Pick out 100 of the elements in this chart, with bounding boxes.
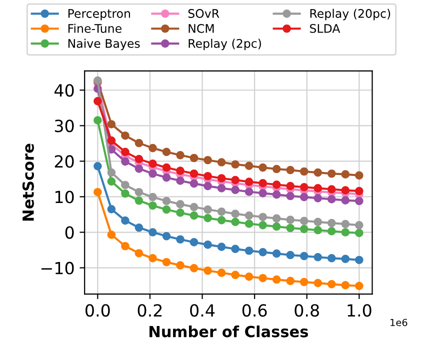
point bbox=[134, 196, 144, 205]
point bbox=[94, 96, 102, 106]
point bbox=[134, 164, 144, 173]
point bbox=[148, 169, 157, 178]
point bbox=[300, 224, 308, 234]
point bbox=[286, 216, 295, 224]
point bbox=[341, 170, 350, 179]
point bbox=[148, 160, 157, 168]
point bbox=[121, 148, 130, 156]
point bbox=[272, 180, 281, 189]
point bbox=[244, 162, 254, 170]
point bbox=[258, 189, 267, 198]
point bbox=[341, 220, 350, 228]
legend-label: Replay (20pc) bbox=[310, 8, 390, 20]
point bbox=[314, 218, 322, 226]
point bbox=[258, 212, 267, 222]
point bbox=[121, 131, 130, 140]
point bbox=[341, 228, 350, 236]
point bbox=[300, 278, 308, 286]
y-tick-label: −10 bbox=[41, 262, 74, 274]
point bbox=[107, 136, 116, 145]
legend-label: SOvR bbox=[188, 9, 220, 18]
legend-label: NCM bbox=[188, 24, 214, 33]
point bbox=[244, 220, 254, 228]
legend-label: Fine-Tune bbox=[68, 24, 122, 33]
y-tick-label: 10 bbox=[56, 190, 74, 204]
point bbox=[314, 194, 322, 202]
point bbox=[355, 282, 364, 290]
point bbox=[314, 252, 322, 262]
point bbox=[217, 268, 226, 277]
point bbox=[107, 177, 116, 186]
point bbox=[148, 144, 157, 152]
legend-label: Naive Bayes bbox=[68, 38, 140, 50]
point bbox=[327, 195, 336, 204]
point bbox=[258, 179, 267, 188]
point bbox=[94, 162, 102, 170]
point bbox=[258, 220, 267, 230]
y-tick-label: 0 bbox=[65, 226, 74, 239]
point bbox=[204, 205, 212, 214]
x-tick-label: 0.8 bbox=[294, 304, 319, 317]
point bbox=[148, 192, 157, 202]
point bbox=[272, 249, 281, 258]
point bbox=[217, 207, 226, 216]
point bbox=[300, 216, 308, 226]
point bbox=[176, 200, 184, 208]
point bbox=[190, 169, 198, 178]
point bbox=[327, 218, 336, 228]
point bbox=[272, 275, 281, 284]
point bbox=[314, 226, 322, 234]
point bbox=[341, 196, 350, 204]
point bbox=[300, 192, 308, 202]
y-axis-title: NetScore bbox=[22, 144, 34, 221]
point bbox=[327, 280, 336, 288]
point bbox=[217, 216, 226, 224]
point bbox=[190, 211, 198, 220]
point bbox=[204, 182, 212, 190]
point bbox=[286, 250, 295, 260]
point bbox=[244, 178, 254, 186]
point bbox=[190, 264, 198, 272]
x-tick-label: 0.0 bbox=[86, 304, 110, 317]
point bbox=[204, 214, 212, 222]
point bbox=[231, 176, 240, 184]
x-axis-title: Number of Classes bbox=[150, 326, 308, 338]
point bbox=[314, 168, 322, 177]
point bbox=[327, 169, 336, 178]
point bbox=[341, 186, 350, 194]
point bbox=[121, 189, 130, 198]
point bbox=[327, 254, 336, 262]
point bbox=[94, 188, 102, 196]
point bbox=[190, 179, 198, 188]
point bbox=[176, 208, 184, 217]
point bbox=[121, 157, 130, 166]
point bbox=[231, 186, 240, 194]
point bbox=[244, 272, 254, 281]
point bbox=[231, 270, 240, 280]
point bbox=[148, 254, 157, 262]
point bbox=[327, 185, 336, 194]
point bbox=[244, 188, 254, 196]
point bbox=[314, 184, 322, 192]
point bbox=[231, 210, 240, 218]
point bbox=[300, 182, 308, 192]
point bbox=[107, 168, 116, 177]
point bbox=[176, 176, 184, 185]
point bbox=[272, 214, 281, 223]
point bbox=[134, 249, 144, 258]
point bbox=[327, 227, 336, 236]
point bbox=[314, 278, 322, 288]
legend-label: Replay (2pc) bbox=[188, 38, 261, 50]
point bbox=[286, 224, 295, 232]
point bbox=[121, 216, 130, 225]
point bbox=[244, 246, 254, 255]
point bbox=[204, 240, 212, 249]
y-tick-label: 20 bbox=[54, 155, 74, 168]
point bbox=[121, 242, 130, 250]
point bbox=[286, 182, 295, 190]
point bbox=[162, 205, 171, 214]
point bbox=[217, 242, 226, 252]
x-tick-label: 0.6 bbox=[242, 304, 267, 317]
point bbox=[355, 171, 364, 180]
point bbox=[121, 180, 130, 190]
